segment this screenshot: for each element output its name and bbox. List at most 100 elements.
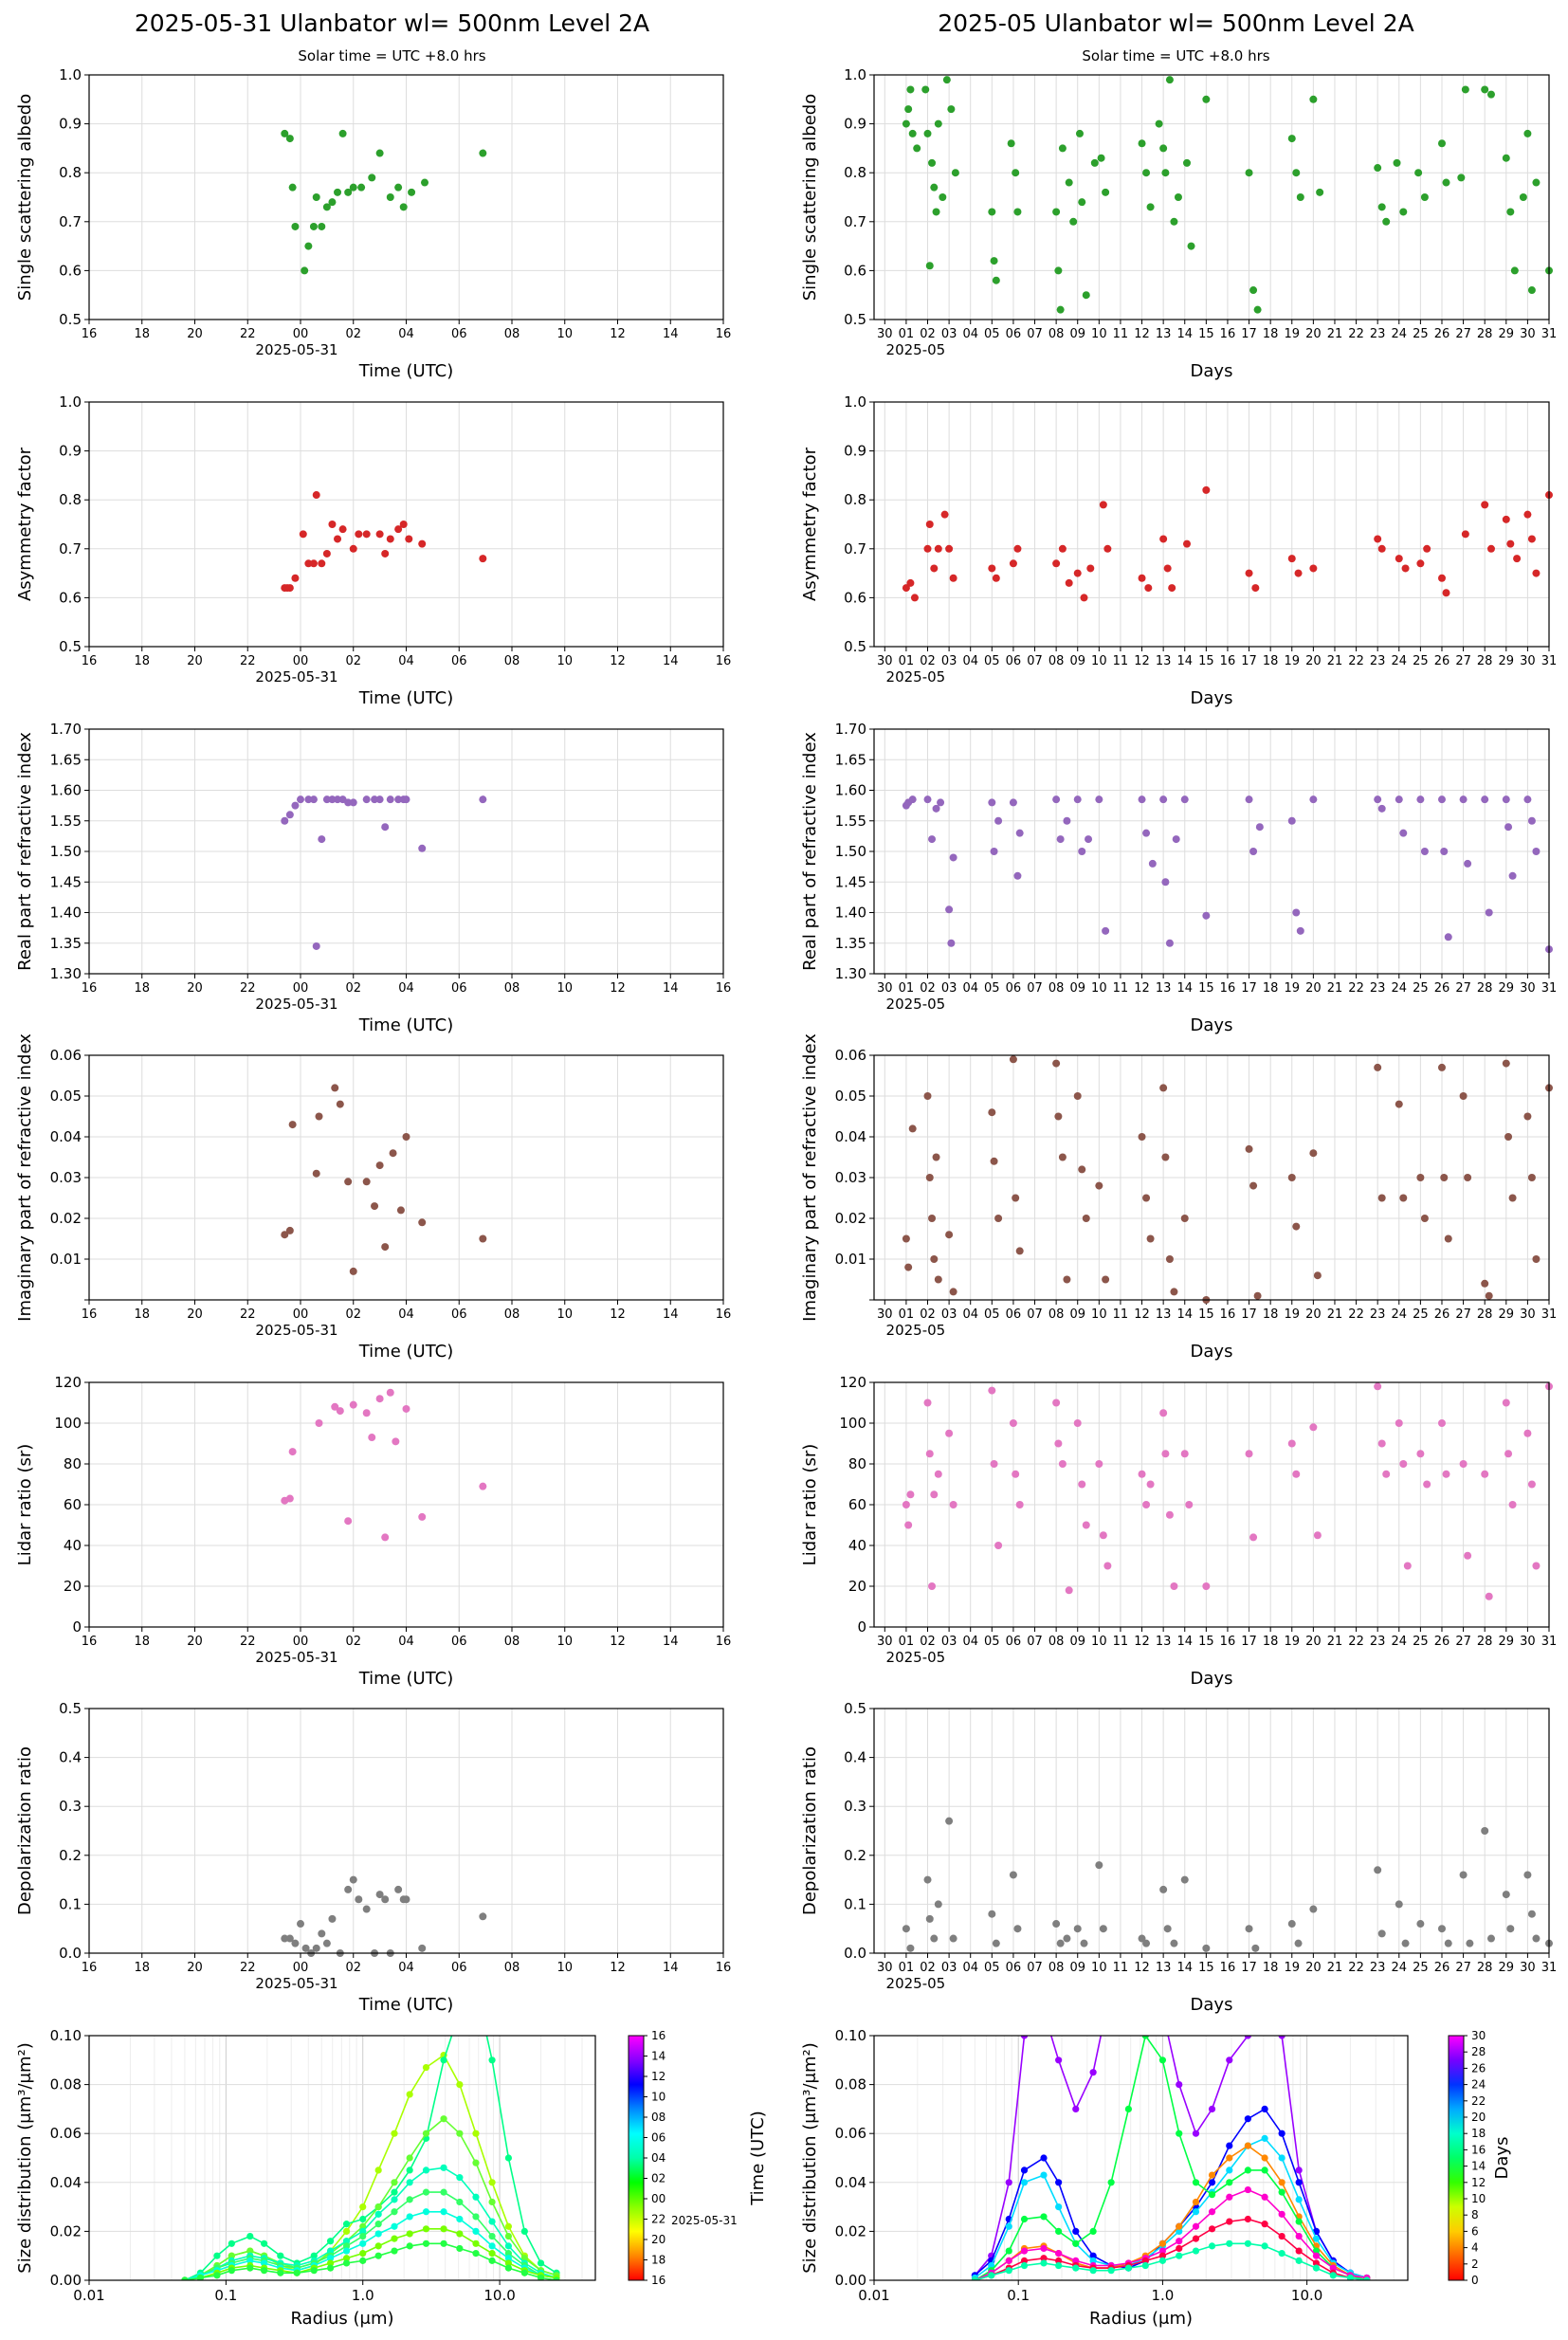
psd-daily-series-group bbox=[181, 2036, 560, 2280]
depol-monthly-point bbox=[1063, 1934, 1071, 1943]
depol-monthly-xtick-label: 10 bbox=[1091, 1961, 1107, 1975]
ssa-monthly-point bbox=[1523, 129, 1532, 137]
depol-daily-date-label: 2025-05-31 bbox=[255, 1975, 337, 1992]
psd-monthly-series-point bbox=[1055, 2057, 1063, 2064]
psd-daily-series-point bbox=[422, 2239, 430, 2247]
psd-daily-series-point bbox=[440, 2239, 447, 2247]
rri-monthly-xtick-label: 30 bbox=[877, 981, 893, 996]
depol-monthly-xtick-label: 09 bbox=[1069, 1961, 1085, 1975]
rri-daily-point bbox=[304, 795, 313, 804]
iri-monthly-xtick-label: 12 bbox=[1134, 1307, 1150, 1322]
asym-monthly-point bbox=[1395, 555, 1403, 563]
right-title: 2025-05 Ulanbator wl= 500nm Level 2A bbox=[938, 9, 1414, 37]
psd-daily-series-point bbox=[374, 2230, 382, 2238]
lidar-monthly-point bbox=[1532, 1562, 1541, 1570]
psd-daily-series-point bbox=[422, 2188, 430, 2196]
psd-daily-series-point bbox=[440, 2164, 447, 2171]
lidar-daily-xtick-label: 06 bbox=[451, 1635, 467, 1649]
rri-monthly-point bbox=[1416, 795, 1425, 804]
iri-monthly-point bbox=[1161, 1153, 1170, 1161]
asym-monthly-xtick-label: 22 bbox=[1348, 654, 1364, 668]
lidar-monthly-point bbox=[1138, 1470, 1146, 1478]
rri-monthly-point bbox=[1437, 795, 1446, 804]
rri-monthly-xtick-label: 06 bbox=[1006, 981, 1022, 996]
rri-daily-xtick-label: 16 bbox=[82, 981, 98, 996]
asym-monthly-ytick-label: 0.5 bbox=[844, 638, 866, 655]
psd-monthly-series-line bbox=[974, 2137, 1368, 2279]
psd-monthly-series-point bbox=[1176, 2081, 1183, 2089]
lidar-monthly-point bbox=[1078, 1480, 1086, 1489]
depol-daily-frame bbox=[88, 1708, 724, 1954]
ssa-monthly-point bbox=[1183, 158, 1192, 167]
lidar-monthly-point bbox=[1309, 1423, 1318, 1432]
depol-monthly-ytick-label: 0.4 bbox=[844, 1749, 866, 1766]
rri-monthly-point bbox=[1523, 795, 1532, 804]
lidar-monthly-point bbox=[906, 1490, 915, 1499]
psd-daily-series-point bbox=[406, 2242, 413, 2250]
psd-monthly-series-point bbox=[1040, 2244, 1048, 2253]
depol-monthly-month-label: 2025-05 bbox=[886, 1975, 946, 1992]
ssa-monthly-point bbox=[1532, 178, 1541, 187]
iri-daily-point bbox=[418, 1218, 427, 1227]
iri-daily-xtick-label: 16 bbox=[82, 1307, 98, 1322]
depol-monthly-xtick-label: 20 bbox=[1305, 1961, 1322, 1975]
psd-monthly-series-point bbox=[1192, 2130, 1200, 2137]
lidar-monthly-xtick-label: 07 bbox=[1027, 1635, 1043, 1649]
lidar-monthly-point bbox=[1095, 1460, 1103, 1468]
ssa-monthly-xtick-label: 14 bbox=[1176, 327, 1193, 341]
psd-daily-series-point bbox=[374, 2210, 382, 2218]
psd-daily-series-point bbox=[342, 2238, 351, 2245]
psd-daily-series-point bbox=[213, 2272, 221, 2279]
asym-daily-point bbox=[338, 525, 347, 534]
lidar-monthly-xtick-label: 25 bbox=[1413, 1635, 1429, 1649]
asym-monthly-xtick-label: 30 bbox=[1520, 654, 1536, 668]
psd-daily-series-point bbox=[472, 2213, 480, 2221]
psd-monthly-series-point bbox=[1072, 2105, 1080, 2112]
depol-monthly-point bbox=[934, 1900, 942, 1909]
ssa-monthly-point bbox=[1082, 291, 1090, 300]
psd-daily-series-point bbox=[359, 2250, 367, 2258]
depol-daily-xtick-label: 10 bbox=[556, 1961, 573, 1975]
psd-daily-series-point bbox=[181, 2276, 189, 2280]
ssa-monthly-point bbox=[1253, 305, 1262, 314]
rri-monthly-point bbox=[1309, 795, 1318, 804]
cbar-right-tick-label: 2 bbox=[1471, 2258, 1479, 2271]
iri-monthly-point bbox=[1180, 1215, 1189, 1222]
asym-monthly-point bbox=[1401, 564, 1410, 573]
ssa-daily-point bbox=[312, 193, 320, 201]
cbar-right-tick-label: 18 bbox=[1471, 2127, 1486, 2140]
ssa-daily-point bbox=[301, 266, 309, 275]
depol-monthly-xtick-label: 25 bbox=[1413, 1961, 1429, 1975]
iri-daily-ytick-label: 0.06 bbox=[50, 1047, 82, 1064]
ssa-monthly-xtick-label: 29 bbox=[1499, 327, 1515, 341]
rri-monthly-ytick-label: 1.30 bbox=[835, 965, 866, 982]
rri-daily-xtick-label: 14 bbox=[663, 981, 679, 996]
ssa-daily-date-label: 2025-05-31 bbox=[255, 341, 337, 358]
psd-monthly-series-line bbox=[974, 2036, 1368, 2280]
ssa-daily-point bbox=[357, 183, 366, 192]
lidar-monthly-point bbox=[1292, 1470, 1301, 1478]
ssa-daily-frame bbox=[88, 74, 724, 320]
cbar-left-tick-label: 12 bbox=[651, 2070, 665, 2083]
lidar-monthly-point bbox=[1403, 1562, 1412, 1570]
asym-monthly-point bbox=[1523, 510, 1532, 519]
ssa-monthly-point bbox=[1069, 217, 1078, 226]
psd-daily-series-point bbox=[391, 2247, 398, 2255]
lidar-monthly-ytick-label: 0 bbox=[857, 1618, 866, 1636]
asym-daily-point bbox=[394, 525, 403, 534]
asym-daily-point bbox=[418, 539, 427, 548]
rri-monthly-point bbox=[1052, 795, 1061, 804]
lidar-daily-ytick-label: 120 bbox=[54, 1374, 82, 1391]
rri-monthly-point bbox=[1073, 795, 1082, 804]
depol-monthly-point bbox=[923, 1875, 932, 1884]
psd-daily-series-point bbox=[326, 2259, 335, 2267]
ssa-monthly-xtick-label: 16 bbox=[1220, 327, 1236, 341]
psd-monthly-series-point bbox=[1329, 2272, 1337, 2279]
rri-monthly-xtick-label: 18 bbox=[1263, 981, 1279, 996]
ssa-daily-xtick-label: 04 bbox=[398, 327, 414, 341]
rri-monthly-point bbox=[1399, 829, 1408, 837]
depol-monthly-xtick-label: 18 bbox=[1263, 1961, 1279, 1975]
iri-monthly-point bbox=[1009, 1055, 1017, 1064]
iri-daily-point bbox=[336, 1100, 344, 1108]
psd-monthly-series-point bbox=[1278, 2036, 1285, 2039]
